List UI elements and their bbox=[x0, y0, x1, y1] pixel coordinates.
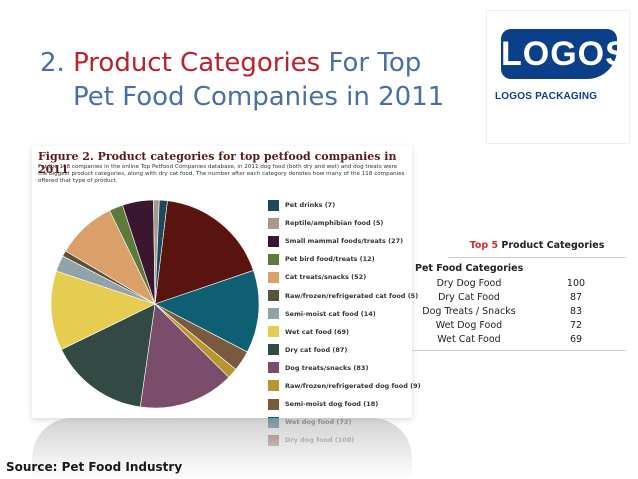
legend-swatch bbox=[268, 253, 279, 265]
legend-swatch bbox=[268, 362, 279, 374]
legend-item: Small mammal foods/treats (27) bbox=[268, 232, 421, 250]
pie-slice-dog-treats-snacks bbox=[139, 303, 230, 409]
table-title: Top 5 Product Categories bbox=[448, 240, 626, 258]
legend-item: Reptile/amphibian food (5) bbox=[268, 214, 421, 232]
legend-item: Raw/frozen/refrigerated dog food (9) bbox=[268, 377, 421, 395]
title-rest: For Top bbox=[328, 48, 422, 78]
title-accent: Product Categories bbox=[73, 48, 321, 78]
legend-item: Semi-moist cat food (14) bbox=[268, 305, 421, 323]
table-cell-category: Dog Treats / Snacks bbox=[422, 305, 516, 317]
source-note: Source: Pet Food Industry bbox=[6, 460, 183, 474]
legend-label: Small mammal foods/treats (27) bbox=[285, 237, 404, 246]
table-cell-category: Dry Cat Food bbox=[438, 291, 500, 303]
legend-label: Semi-moist cat food (14) bbox=[285, 309, 376, 318]
table-cell-count: 83 bbox=[569, 305, 583, 317]
figure-panel: Figure 2. Product categories for top pet… bbox=[32, 146, 421, 446]
table-cell-category: Wet Dog Food bbox=[435, 319, 503, 331]
legend-item: Cat treats/snacks (52) bbox=[268, 268, 421, 286]
legend-swatch bbox=[268, 217, 279, 229]
reflection-gradient bbox=[32, 418, 412, 479]
table-cell-category: Wet Cat Food bbox=[437, 333, 501, 345]
logo: LOGOS LOGOS PACKAGING bbox=[486, 10, 630, 144]
logo-text: LOGOS bbox=[501, 35, 629, 73]
legend-label: Pet drinks (7) bbox=[285, 201, 336, 210]
table-row: Dry Dog Food 100 bbox=[412, 276, 626, 290]
legend-label: Reptile/amphibian food (5) bbox=[285, 219, 384, 228]
table-cell-category: Dry Dog Food bbox=[436, 277, 502, 289]
figure-caption: For the 118 companies in the online Top … bbox=[38, 164, 405, 184]
legend-label: Cat treats/snacks (52) bbox=[285, 273, 367, 282]
logo-subtitle: LOGOS PACKAGING bbox=[495, 91, 598, 102]
pie-slice-dry-cat-food bbox=[61, 303, 156, 408]
table-header: Pet Food Categories bbox=[415, 263, 524, 274]
legend-swatch bbox=[268, 199, 279, 211]
figure-reflection bbox=[32, 418, 412, 479]
legend-swatch bbox=[268, 235, 279, 247]
table-title-accent: Top 5 bbox=[469, 240, 499, 251]
legend-label: Raw/frozen/refrigerated cat food (5) bbox=[285, 291, 419, 300]
pie-slice-pet-drinks bbox=[154, 199, 168, 305]
legend-label: Semi-moist dog food (18) bbox=[285, 400, 379, 409]
table-cell-count: 87 bbox=[569, 291, 583, 303]
legend-swatch bbox=[268, 344, 279, 356]
title-line2: Pet Food Companies in 2011 bbox=[73, 82, 445, 112]
legend-swatch bbox=[268, 398, 279, 410]
legend-item: Raw/frozen/refrigerated cat food (5) bbox=[268, 286, 421, 304]
legend-label: Raw/frozen/refrigerated dog food (9) bbox=[285, 381, 421, 390]
legend-swatch bbox=[268, 326, 279, 338]
legend-item: Semi-moist dog food (18) bbox=[268, 395, 421, 413]
table-row: Wet Cat Food 69 bbox=[412, 332, 626, 346]
table-bottom-rule bbox=[412, 346, 626, 351]
legend-label: Wet cat food (69) bbox=[285, 327, 349, 336]
table-rows: Dry Dog Food 100 Dry Cat Food 87 Dog Treats … bbox=[412, 276, 626, 346]
legend-swatch bbox=[268, 271, 279, 283]
table-cell-count: 72 bbox=[569, 319, 583, 331]
pie-legend: Pet drinks (7) Reptile/amphibian food (5)… bbox=[268, 196, 421, 449]
legend-label: Pet bird food/treats (12) bbox=[285, 255, 375, 264]
pie-chart bbox=[50, 199, 260, 409]
legend-item: Wet cat food (69) bbox=[268, 323, 421, 341]
table-row: Wet Dog Food 72 bbox=[412, 318, 626, 332]
legend-item: Dry cat food (87) bbox=[268, 341, 421, 359]
legend-item: Pet bird food/treats (12) bbox=[268, 250, 421, 268]
legend-swatch bbox=[268, 290, 279, 302]
pie-slice-dry-dog-food bbox=[154, 200, 254, 305]
legend-label: Dog treats/snacks (83) bbox=[285, 363, 369, 372]
logo-mark: LOGOS bbox=[501, 29, 629, 79]
legend-swatch bbox=[268, 308, 279, 320]
table-cell-count: 69 bbox=[569, 333, 583, 345]
table-row: Dog Treats / Snacks 83 bbox=[412, 304, 626, 318]
top5-table: Top 5 Product Categories Pet Food Catego… bbox=[412, 240, 626, 351]
slide-title: 2. Product Categories For Top Pet Food C… bbox=[40, 46, 444, 114]
table-row: Dry Cat Food 87 bbox=[412, 290, 626, 304]
legend-label: Dry cat food (87) bbox=[285, 345, 348, 354]
pie-slice-wet-cat-food bbox=[50, 270, 156, 350]
title-number: 2. bbox=[40, 48, 65, 78]
legend-item: Dog treats/snacks (83) bbox=[268, 359, 421, 377]
legend-swatch bbox=[268, 380, 279, 392]
legend-item: Pet drinks (7) bbox=[268, 196, 421, 214]
table-cell-count: 100 bbox=[566, 277, 586, 289]
figure-title: Figure 2. Product categories for top pet… bbox=[38, 150, 397, 176]
table-title-rest: Product Categories bbox=[501, 240, 605, 251]
pie-slice-wet-dog-food bbox=[154, 270, 260, 353]
